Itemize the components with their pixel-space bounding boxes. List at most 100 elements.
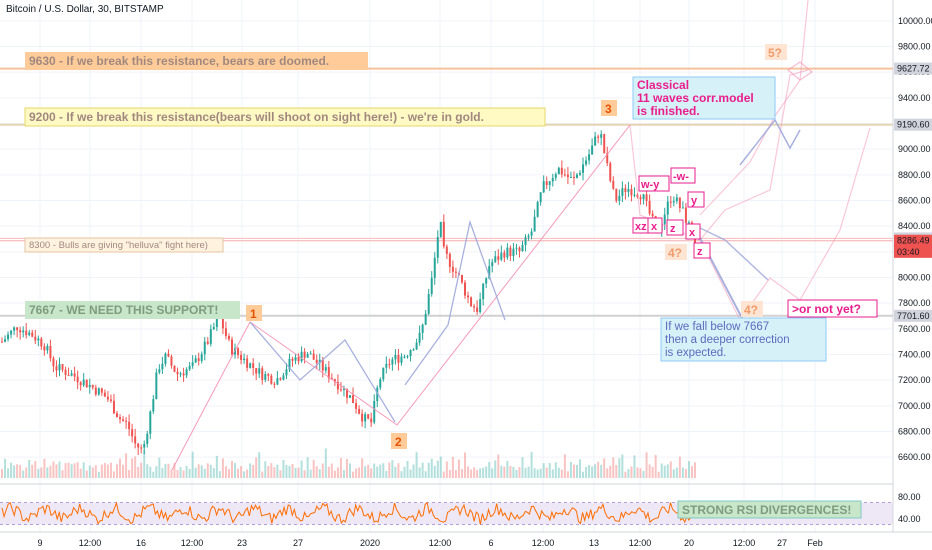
volume-bar [557, 467, 560, 478]
candle-body [22, 330, 25, 333]
volume-bar [349, 463, 352, 478]
volume-bar [482, 467, 485, 478]
volume-bar [412, 464, 415, 478]
x-tick-label: 12:00 [181, 538, 204, 548]
volume-bar [364, 466, 367, 478]
y-tick-label: 9800.00 [898, 42, 931, 52]
candle-body [485, 278, 488, 284]
candle-body [261, 368, 264, 380]
candle-body [85, 379, 88, 388]
volume-bar [515, 469, 518, 478]
or-not-yet-box[interactable] [787, 299, 878, 318]
volume-bar [476, 470, 479, 478]
candle-body [585, 160, 588, 165]
volume-bar [224, 466, 227, 478]
support-8300-text: 8300 - Bulls are giving "helluva" fight … [29, 240, 208, 251]
candle-body [382, 367, 385, 380]
candle-body [252, 363, 255, 369]
candle-body [527, 235, 530, 238]
candle-body [479, 299, 482, 313]
candle-body [339, 389, 342, 391]
volume-bar [70, 464, 73, 478]
candle-body [482, 283, 485, 300]
candle-body [312, 353, 315, 360]
volume-bar [76, 462, 79, 478]
candle-body [400, 356, 403, 363]
volume-bar [28, 459, 31, 478]
volume-bar [112, 471, 115, 478]
volume-bar [249, 463, 252, 478]
candle-body [473, 306, 476, 308]
resistance-9630-text: 9630 - If we break this resistance, bear… [29, 54, 329, 68]
candle-body [675, 197, 678, 201]
volume-bar [37, 468, 40, 478]
candle-body [521, 244, 524, 252]
y-tick-label: 8800.00 [898, 170, 931, 180]
candle-body [267, 374, 270, 376]
rsi-divergence-box[interactable] [677, 500, 862, 519]
support-8300-box[interactable] [24, 237, 224, 253]
candle-body [143, 443, 146, 448]
candle-body [324, 367, 327, 371]
wave-4a-box [665, 244, 687, 260]
volume-bar [25, 467, 28, 478]
volume-bar [424, 471, 427, 478]
candle-body [572, 176, 575, 178]
price-tag [894, 234, 932, 247]
volume-bar [494, 460, 497, 478]
resistance-9630-box[interactable] [25, 52, 368, 70]
volume-bar [188, 469, 191, 478]
volume-bar [503, 466, 506, 478]
candle-body [273, 383, 276, 385]
volume-bar [470, 469, 473, 478]
candle-body [666, 201, 669, 215]
deeper-correction-box[interactable] [660, 317, 827, 362]
volume-bar [687, 461, 690, 478]
volume-bar [237, 468, 240, 478]
y-tick-label: 6800.00 [898, 427, 931, 437]
wave-2-box [391, 433, 407, 449]
candle-body [557, 167, 560, 175]
corr-y-label: y [691, 195, 698, 207]
volume-bar [182, 470, 185, 478]
candle-body [349, 395, 352, 398]
volume-bar [560, 469, 563, 478]
candle-body [467, 295, 470, 298]
wave-5-label: 5? [768, 46, 782, 60]
volume-bar [554, 462, 557, 478]
volume-bar [675, 467, 678, 478]
candle-body [19, 330, 22, 333]
candle-body [566, 174, 569, 178]
support-7667-box[interactable] [25, 301, 240, 319]
candle-body [258, 368, 261, 374]
resistance-9200-box[interactable] [24, 107, 546, 127]
candle-body [203, 341, 206, 355]
price-tag [894, 62, 932, 75]
candle-body [681, 207, 684, 209]
candle-body [642, 194, 645, 200]
candle-body [355, 403, 358, 409]
candle-body [255, 368, 258, 374]
volume-bar [333, 470, 336, 478]
candle-body [445, 246, 448, 254]
candle-body [536, 202, 539, 217]
candle-body [264, 374, 267, 380]
volume-bar [91, 467, 94, 478]
volume-bar [415, 452, 418, 478]
candle-body [509, 247, 512, 256]
candle-body [191, 362, 194, 366]
classical-box[interactable] [632, 76, 776, 120]
x-tick-label: 13 [589, 538, 599, 548]
volume-bar [582, 471, 585, 478]
x-tick-label: 9 [37, 538, 42, 548]
candle-body [630, 188, 633, 196]
volume-bar [194, 467, 197, 478]
volume-bar [55, 464, 58, 478]
candle-body [167, 353, 170, 357]
corr-x1-box [647, 217, 663, 234]
candle-body [173, 365, 176, 372]
candle-body [448, 253, 451, 267]
candle-body [76, 376, 79, 383]
